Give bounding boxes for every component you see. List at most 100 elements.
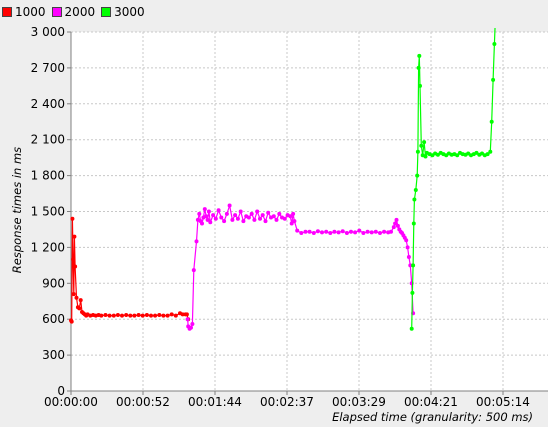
x-tick-label: 00:00:52 xyxy=(116,395,170,409)
data-point-1000 xyxy=(107,313,112,318)
data-point-2000 xyxy=(191,268,196,273)
x-tick-label: 00:01:44 xyxy=(188,395,242,409)
data-point-1000 xyxy=(128,313,133,318)
data-point-2000 xyxy=(230,217,235,222)
data-point-1000 xyxy=(124,313,129,317)
data-point-2000 xyxy=(289,221,294,226)
data-point-1000 xyxy=(165,313,170,318)
data-point-2000 xyxy=(233,213,238,218)
y-tick-label: 900 xyxy=(42,276,65,290)
data-point-2000 xyxy=(315,229,320,234)
y-tick-label: 1 500 xyxy=(31,205,65,219)
legend-swatch-2000 xyxy=(51,7,62,17)
data-point-3000 xyxy=(410,290,415,295)
data-point-2000 xyxy=(391,225,396,230)
y-tick-label: 1 200 xyxy=(31,240,65,254)
x-axis-ticks: 00:00:00 00:00:52 00:01:44 00:02:37 00:03:29… xyxy=(44,391,530,409)
data-point-1000 xyxy=(69,319,74,324)
data-point-1000 xyxy=(157,313,162,317)
data-point-1000 xyxy=(120,313,124,318)
data-point-2000 xyxy=(266,210,271,215)
data-point-1000 xyxy=(184,312,189,317)
data-point-2000 xyxy=(202,207,207,212)
grid-lines xyxy=(71,31,548,391)
data-point-2000 xyxy=(328,231,333,235)
data-point-1000 xyxy=(103,313,108,317)
data-point-2000 xyxy=(406,255,411,259)
series-1000 xyxy=(69,216,191,324)
y-axis-ticks: 0 300 600 900 1 200 1 500 1 800 2 100 2 400 2 700… xyxy=(31,25,71,398)
data-point-3000 xyxy=(422,140,427,145)
data-point-2000 xyxy=(288,214,293,219)
series-3000 xyxy=(409,6,498,331)
data-point-3000 xyxy=(419,143,424,148)
data-point-2000 xyxy=(252,217,257,222)
y-tick-label: 3 000 xyxy=(31,25,65,39)
data-point-2000 xyxy=(389,229,393,234)
legend-label-3000: 3000 xyxy=(114,5,145,19)
data-point-2000 xyxy=(395,223,400,228)
data-point-2000 xyxy=(277,211,282,216)
data-point-3000 xyxy=(418,83,422,88)
data-point-2000 xyxy=(258,216,262,221)
data-point-1000 xyxy=(144,313,149,317)
data-point-1000 xyxy=(78,298,83,303)
x-tick-label: 00:00:00 xyxy=(44,395,98,409)
data-point-3000 xyxy=(413,188,418,192)
data-point-2000 xyxy=(299,231,304,235)
data-point-2000 xyxy=(404,238,409,243)
data-point-3000 xyxy=(409,326,414,331)
data-point-2000 xyxy=(344,231,349,235)
data-point-3000 xyxy=(411,221,416,226)
data-point-1000 xyxy=(180,312,185,317)
data-point-1000 xyxy=(72,234,77,239)
legend-label-2000: 2000 xyxy=(64,5,96,19)
legend-swatch-1000 xyxy=(2,7,12,17)
data-point-2000 xyxy=(235,216,240,221)
data-point-2000 xyxy=(216,208,221,213)
data-point-3000 xyxy=(423,154,428,159)
legend-item-3000: 3000 xyxy=(101,5,145,19)
data-point-2000 xyxy=(200,221,204,226)
data-point-1000 xyxy=(153,313,158,318)
data-point-2000 xyxy=(282,216,287,221)
y-tick-label: 1 800 xyxy=(31,169,65,183)
data-point-2000 xyxy=(211,213,216,218)
y-tick-label: 2 700 xyxy=(31,61,65,75)
series-line-2000 xyxy=(187,205,414,330)
data-point-1000 xyxy=(111,313,116,318)
data-point-2000 xyxy=(255,209,260,214)
data-point-2000 xyxy=(324,229,329,234)
data-point-3000 xyxy=(415,173,420,178)
x-tick-label: 00:02:37 xyxy=(260,395,314,409)
data-point-2000 xyxy=(274,217,279,222)
data-point-2000 xyxy=(238,209,243,214)
data-point-2000 xyxy=(311,231,316,235)
data-point-2000 xyxy=(320,230,324,235)
data-point-3000 xyxy=(416,65,421,70)
data-point-2000 xyxy=(365,229,370,234)
data-point-2000 xyxy=(382,229,387,234)
data-point-1000 xyxy=(169,312,174,317)
data-point-1000 xyxy=(71,257,76,262)
data-point-1000 xyxy=(132,313,137,318)
y-tick-label: 300 xyxy=(42,348,65,362)
data-point-2000 xyxy=(189,325,193,330)
x-tick-label: 00:04:21 xyxy=(404,395,458,409)
data-point-3000 xyxy=(494,6,498,10)
data-point-2000 xyxy=(190,322,195,326)
data-point-2000 xyxy=(291,211,296,216)
data-point-1000 xyxy=(136,313,141,317)
data-point-2000 xyxy=(393,221,398,226)
data-point-2000 xyxy=(353,230,358,235)
data-point-2000 xyxy=(263,219,268,224)
data-point-2000 xyxy=(349,229,353,234)
data-point-3000 xyxy=(492,42,497,46)
data-point-2000 xyxy=(197,211,202,216)
y-tick-label: 600 xyxy=(42,312,65,326)
data-point-2000 xyxy=(208,220,213,225)
data-point-3000 xyxy=(488,149,493,154)
data-point-3000 xyxy=(417,53,422,58)
y-tick-label: 0 xyxy=(57,384,65,398)
legend-item-2000: 2000 xyxy=(51,5,96,19)
